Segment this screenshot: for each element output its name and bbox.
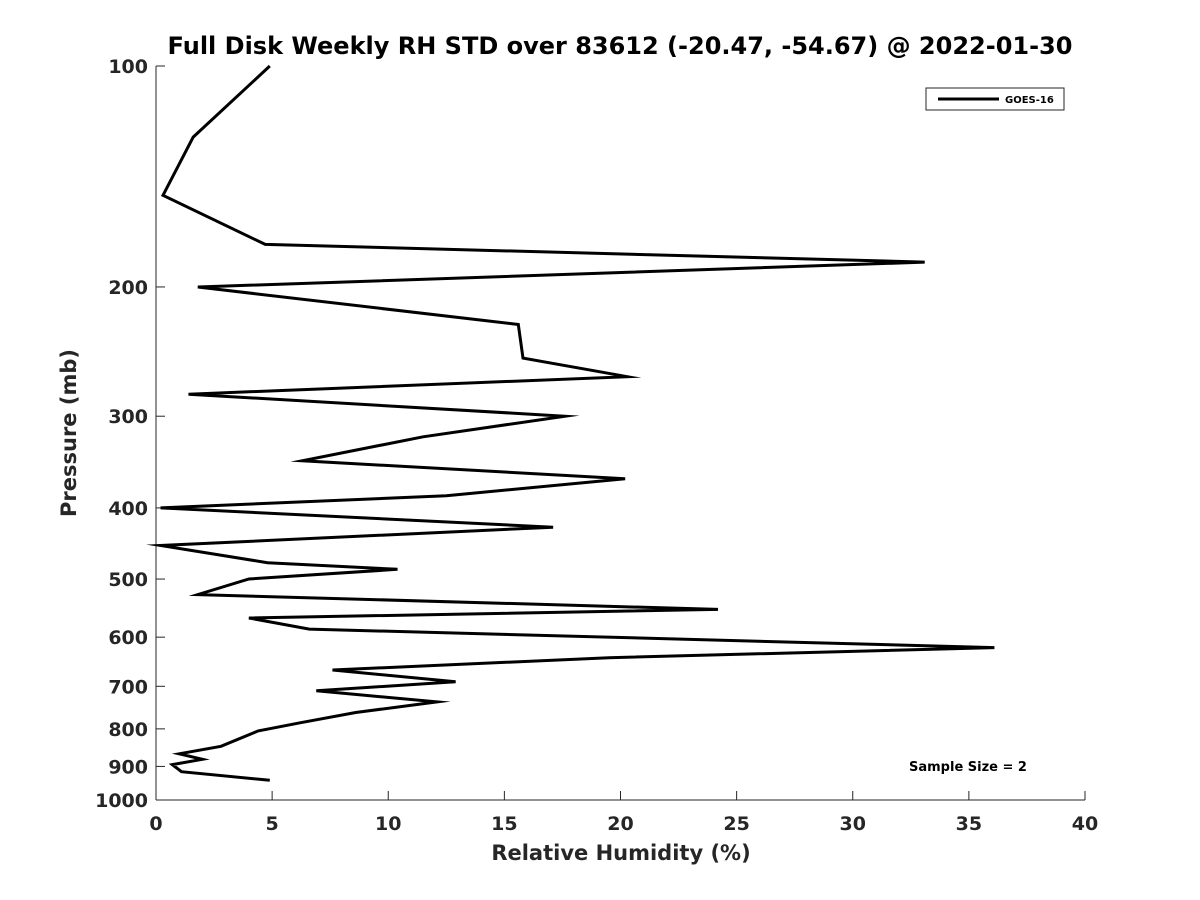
y-tick-label: 600 [108, 627, 148, 649]
y-axis: 100 200 300 400 500 600 700 800 900 1000 [95, 56, 165, 812]
y-tick-label: 1000 [95, 790, 148, 812]
series-line-goes-16 [146, 64, 995, 782]
series-layer [146, 64, 995, 782]
y-tick-label: 200 [108, 277, 148, 299]
x-tick-label: 15 [491, 813, 517, 835]
chart-title: Full Disk Weekly RH STD over 83612 (-20.… [168, 32, 1073, 60]
x-tick-label: 40 [1072, 813, 1098, 835]
legend: GOES-16 [925, 87, 1065, 111]
y-tick-label: 800 [108, 719, 148, 741]
legend-label-goes-16: GOES-16 [1005, 95, 1054, 106]
x-tick-label: 30 [840, 813, 866, 835]
x-tick-label: 20 [607, 813, 633, 835]
y-axis-label: Pressure (mb) [57, 349, 81, 517]
x-tick-label: 35 [956, 813, 982, 835]
sample-size-annotation: Sample Size = 2 [909, 760, 1027, 775]
x-tick-label: 25 [723, 813, 749, 835]
x-tick-label: 5 [266, 813, 279, 835]
x-axis-label: Relative Humidity (%) [491, 841, 750, 865]
y-tick-label: 700 [108, 676, 148, 698]
x-axis: 0 5 10 15 20 25 30 35 40 [149, 791, 1098, 835]
y-tick-label: 400 [108, 498, 148, 520]
x-tick-label: 10 [375, 813, 401, 835]
y-tick-label: 900 [108, 756, 148, 778]
x-tick-label: 0 [149, 813, 162, 835]
y-tick-label: 500 [108, 569, 148, 591]
y-tick-label: 100 [108, 56, 148, 78]
y-tick-label: 300 [108, 406, 148, 428]
